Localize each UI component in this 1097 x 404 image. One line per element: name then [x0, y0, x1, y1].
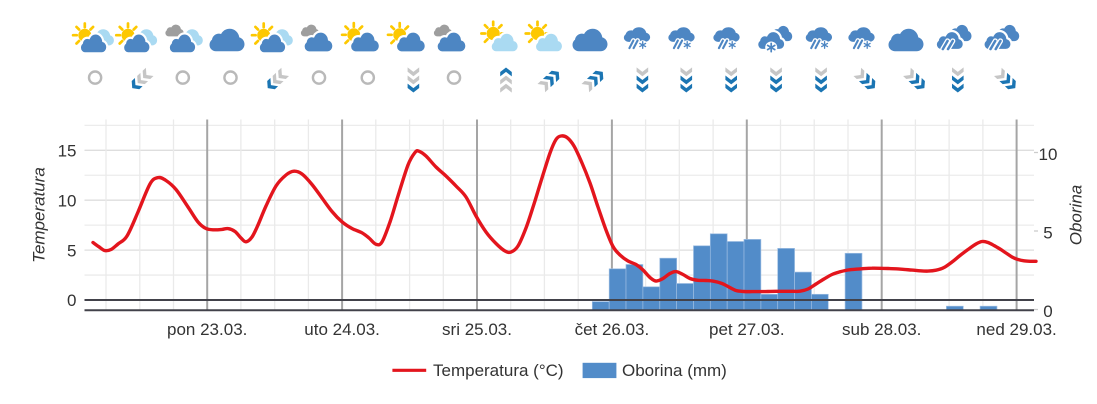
svg-text:uto 24.03.: uto 24.03.	[304, 320, 380, 339]
svg-text:10: 10	[58, 191, 77, 210]
svg-text:0: 0	[1043, 302, 1052, 321]
svg-text:5: 5	[1043, 224, 1052, 243]
svg-text:sri 25.03.: sri 25.03.	[442, 320, 512, 339]
svg-text:čet 26.03.: čet 26.03.	[575, 320, 650, 339]
svg-text:15: 15	[58, 142, 77, 161]
svg-text:Oborina: Oborina	[1067, 185, 1086, 245]
svg-text:0: 0	[67, 291, 76, 310]
svg-text:5: 5	[67, 241, 76, 260]
svg-text:pon 23.03.: pon 23.03.	[167, 320, 247, 339]
svg-text:ned 29.03.: ned 29.03.	[976, 320, 1056, 339]
svg-text:sub 28.03.: sub 28.03.	[842, 320, 921, 339]
svg-text:Oborina (mm): Oborina (mm)	[622, 361, 727, 380]
svg-text:Temperatura: Temperatura	[30, 167, 49, 263]
svg-text:10: 10	[1039, 145, 1058, 164]
svg-text:pet 27.03.: pet 27.03.	[709, 320, 785, 339]
svg-text:Temperatura (°C): Temperatura (°C)	[433, 361, 564, 380]
